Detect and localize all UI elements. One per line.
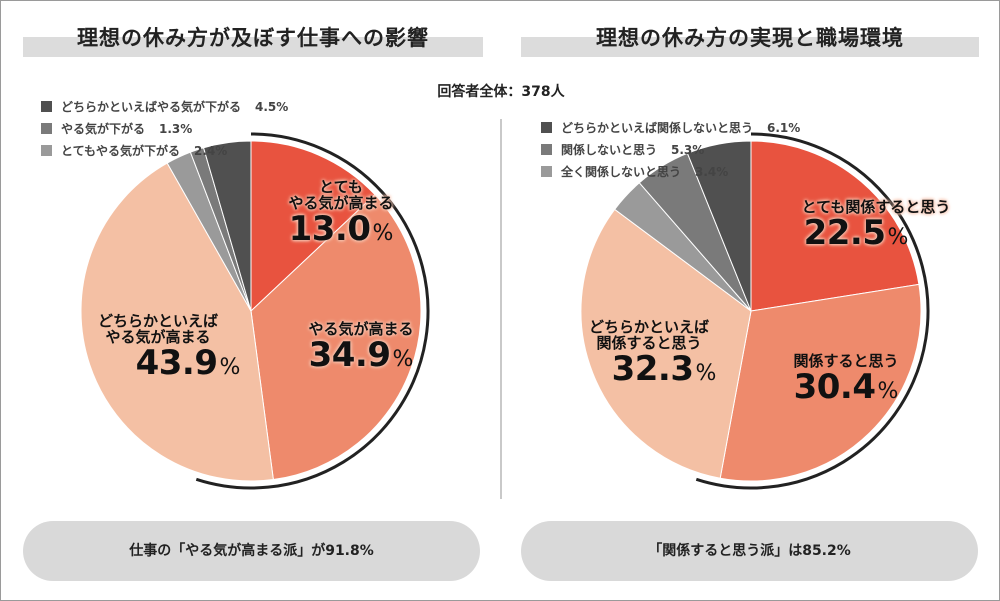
- legend-right: どちらかといえば関係しないと思う 6.1% 関係しないと思う 5.3% 全く関係しな…: [541, 117, 800, 183]
- pie-slice: [250, 140, 376, 313]
- slice-label: どちらかといえば やる気が高まる 43.9%: [63, 313, 253, 382]
- pie-slice: [750, 140, 920, 312]
- legend-value: 2.4%: [194, 144, 228, 158]
- legend-item: 全く関係しないと思う 3.4%: [541, 161, 800, 183]
- slice-value: 22.5: [803, 213, 886, 254]
- column-divider: [500, 119, 502, 499]
- chart-title-left: 理想の休み方が及ぼす仕事への影響: [23, 19, 483, 57]
- legend-value: 4.5%: [255, 100, 289, 114]
- pie-slice: [250, 193, 422, 481]
- legend-swatch: [41, 145, 52, 156]
- legend-label: とてもやる気が下がる: [61, 144, 181, 158]
- slice-value: 32.3: [611, 349, 694, 390]
- summary-pill-left: 仕事の「やる気が高まる派」が91.8%: [23, 521, 480, 581]
- slice-label-text: どちらかといえば 関係すると思う: [588, 318, 709, 353]
- legend-item: とてもやる気が下がる 2.4%: [41, 140, 288, 162]
- legend-label: どちらかといえばやる気が下がる: [61, 100, 242, 114]
- legend-label: やる気が下がる: [61, 122, 146, 136]
- slice-label-text: とても やる気が高まる: [288, 178, 394, 213]
- pie-slice: [202, 140, 252, 312]
- legend-left: どちらかといえばやる気が下がる 4.5% やる気が下がる 1.3% とてもやる気が下…: [41, 96, 288, 162]
- legend-item: どちらかといえばやる気が下がる 4.5%: [41, 96, 288, 118]
- slice-value: 43.9: [135, 343, 218, 384]
- legend-swatch: [541, 122, 552, 133]
- slice-label: とても やる気が高まる 13.0%: [256, 179, 426, 248]
- slice-label: どちらかといえば 関係すると思う 32.3%: [559, 319, 739, 388]
- legend-item: 関係しないと思う 5.3%: [541, 139, 800, 161]
- chart-title-right: 理想の休み方の実現と職場環境: [521, 19, 979, 57]
- slice-value: 30.4: [793, 367, 876, 408]
- legend-label: どちらかといえば関係しないと思う: [561, 121, 754, 135]
- positive-share-arc: [695, 132, 930, 490]
- legend-swatch: [541, 144, 552, 155]
- pie-slice: [80, 162, 274, 482]
- pie-slice: [580, 208, 752, 479]
- respondent-count: 回答者全体：378人: [437, 84, 565, 100]
- slice-label-text: とても関係すると思う: [801, 198, 951, 216]
- pie-slice: [719, 283, 922, 482]
- slice-label: やる気が高まる 34.9%: [271, 321, 451, 374]
- slice-label-text: やる気が高まる: [308, 320, 414, 338]
- legend-value: 5.3%: [671, 143, 705, 157]
- legend-value: 6.1%: [767, 121, 801, 135]
- slice-value: 34.9: [308, 335, 391, 376]
- legend-swatch: [541, 166, 552, 177]
- slice-label-text: どちらかといえば やる気が高まる: [97, 312, 218, 347]
- slice-value: 13.0: [288, 209, 371, 250]
- legend-swatch: [41, 101, 52, 112]
- pie-slice: [686, 140, 752, 312]
- legend-swatch: [41, 123, 52, 134]
- legend-item: どちらかといえば関係しないと思う 6.1%: [541, 117, 800, 139]
- legend-label: 関係しないと思う: [561, 143, 658, 157]
- slice-label: 関係すると思う 30.4%: [771, 353, 921, 406]
- legend-label: 全く関係しないと思う: [561, 165, 682, 179]
- legend-value: 3.4%: [695, 165, 729, 179]
- summary-pill-right: 「関係すると思う派」は85.2%: [521, 521, 978, 581]
- slice-label: とても関係すると思う 22.5%: [771, 199, 981, 252]
- positive-share-arc: [195, 132, 430, 490]
- legend-item: やる気が下がる 1.3%: [41, 118, 288, 140]
- slice-label-text: 関係すると思う: [793, 352, 899, 370]
- legend-value: 1.3%: [159, 122, 193, 136]
